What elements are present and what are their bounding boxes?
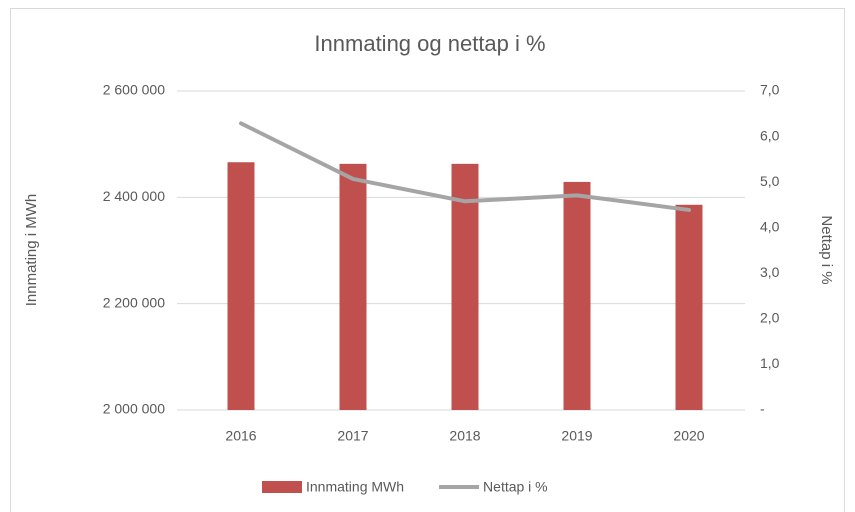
y-tick-label: 2 000 000 <box>103 401 165 417</box>
y-tick-label: 2 200 000 <box>103 294 165 310</box>
legend-swatch <box>262 481 302 493</box>
x-tick-label: 2016 <box>225 428 256 444</box>
y-axis-title: Innmating i MWh <box>23 194 40 307</box>
x-tick-label: 2020 <box>673 428 704 444</box>
bar <box>339 163 367 410</box>
y2-tick-label: 4,0 <box>760 218 780 234</box>
bar <box>675 204 703 410</box>
line <box>239 121 691 212</box>
y-tick-label: 2 600 000 <box>103 82 165 98</box>
bar <box>227 162 255 410</box>
chart-border <box>10 8 845 512</box>
y2-tick-label: 1,0 <box>760 355 780 371</box>
y2-tick-label: 2,0 <box>760 310 780 326</box>
bar <box>563 181 591 410</box>
x-tick-label: 2019 <box>561 428 592 444</box>
y2-tick-label: 5,0 <box>760 173 780 189</box>
y-tick-label: 2 400 000 <box>103 188 165 204</box>
bar <box>451 163 479 410</box>
y2-tick-label: 7,0 <box>760 82 780 98</box>
x-tick-label: 2018 <box>449 428 480 444</box>
legend-label: Nettap i % <box>483 479 548 495</box>
legend-label: Innmating MWh <box>306 479 404 495</box>
chart-title: Innmating og nettap i % <box>314 31 545 56</box>
y2-axis-title: Nettap i % <box>818 215 835 284</box>
x-tick-label: 2017 <box>337 428 368 444</box>
y2-tick-label: - <box>760 401 765 417</box>
y2-tick-label: 3,0 <box>760 264 780 280</box>
y2-tick-label: 6,0 <box>760 127 780 143</box>
